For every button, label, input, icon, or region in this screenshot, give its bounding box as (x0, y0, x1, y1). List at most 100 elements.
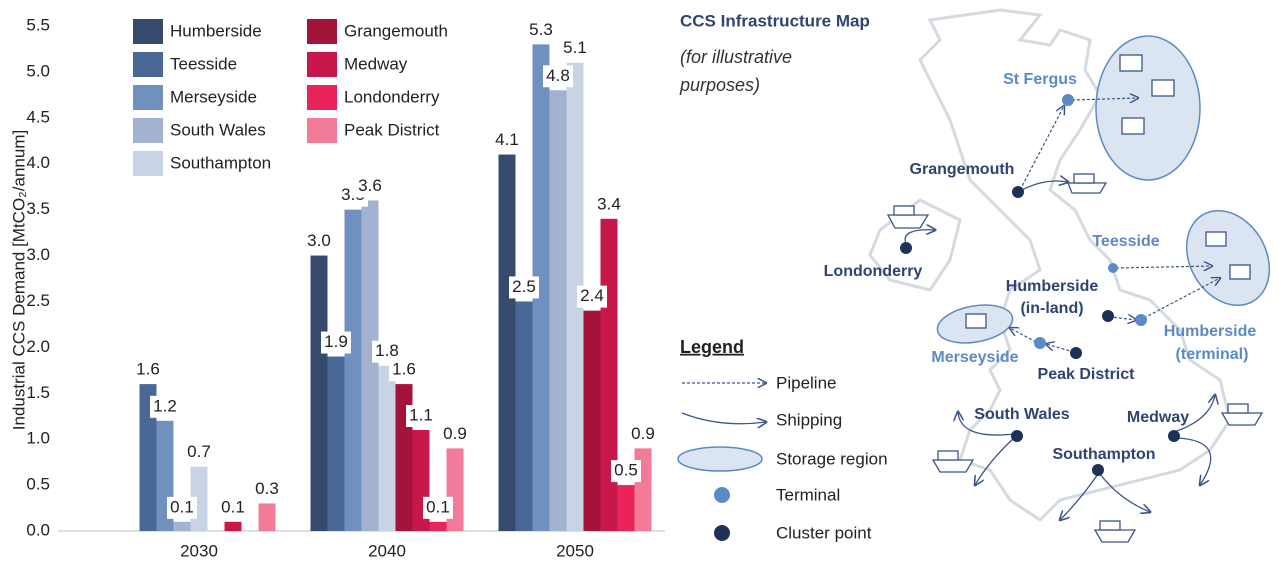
value-label: 0.7 (187, 442, 211, 461)
y-tick-label: 3.0 (26, 245, 50, 264)
legend-cluster (714, 525, 730, 541)
legend-label: Humberside (170, 21, 262, 40)
value-label: 3.0 (307, 231, 331, 250)
legend-swatch (307, 118, 337, 143)
value-label: 1.6 (136, 360, 160, 379)
legend-label: Terminal (776, 485, 840, 504)
place-label: Merseyside (931, 349, 1018, 366)
value-label: 3.6 (358, 176, 382, 195)
value-label-bg (628, 423, 658, 446)
value-label: 0.1 (170, 497, 194, 516)
legend-label: South Wales (170, 120, 266, 139)
legend-storage (677, 446, 763, 472)
value-label: 0.5 (614, 461, 638, 480)
y-tick-label: 3.5 (26, 199, 50, 218)
legend-label: Medway (344, 54, 408, 73)
y-tick-label: 5.5 (26, 15, 50, 34)
value-label-bg (372, 340, 402, 363)
value-label-bg (252, 478, 282, 501)
bar (566, 62, 584, 532)
value-label-bg (577, 285, 607, 308)
value-label-bg (355, 175, 385, 198)
value-label: 1.6 (392, 360, 416, 379)
legend-swatch (133, 151, 163, 176)
value-label: 1.2 (153, 396, 177, 415)
legend-swatch (133, 118, 163, 143)
value-label-bg (594, 193, 624, 216)
y-tick-label: 0.5 (26, 475, 50, 494)
value-label-bg (509, 276, 539, 299)
value-label-bg (406, 405, 436, 427)
legend-swatch (133, 52, 163, 77)
x-tick-label: 2050 (556, 541, 594, 560)
legend-title: Legend (680, 337, 744, 357)
legend-label: Cluster point (776, 523, 872, 542)
value-label-bg (440, 423, 470, 446)
place-label: St Fergus (1003, 71, 1077, 88)
value-label: 1.9 (324, 332, 348, 351)
bar (378, 365, 396, 531)
value-label: 4.8 (546, 66, 570, 85)
value-label: 1.1 (409, 405, 433, 424)
legend-swatch (307, 52, 337, 77)
legend-label: Pipeline (776, 373, 837, 392)
bar (344, 209, 362, 532)
value-label-bg (543, 65, 573, 88)
legend-label: Storage region (776, 449, 888, 468)
y-tick-label: 1.0 (26, 429, 50, 448)
value-label: 2.5 (512, 277, 536, 296)
bar (498, 154, 516, 531)
map: CCS Infrastructure Map (for illustrative… (677, 8, 1271, 543)
map-subtitle: (for illustrative (680, 47, 792, 67)
bar (310, 255, 328, 531)
place-label: (in-land) (1020, 300, 1083, 317)
legend-swatch (307, 85, 337, 110)
value-label: 0.1 (221, 497, 245, 516)
value-label-bg (423, 496, 453, 519)
legend-terminal (714, 487, 730, 503)
place-label: Humberside (1164, 323, 1257, 340)
value-label: 4.1 (495, 130, 519, 149)
bar (549, 90, 567, 531)
legend-label: Teesside (170, 54, 237, 73)
legend-swatch (133, 19, 163, 44)
bar (224, 521, 242, 531)
storage-region (1185, 209, 1271, 307)
bar (258, 503, 276, 531)
bar (600, 218, 618, 531)
value-label-bg (218, 496, 248, 519)
terminals (1034, 94, 1147, 349)
bar (327, 356, 345, 531)
value-label-bg (321, 331, 351, 354)
y-tick-label: 1.5 (26, 383, 50, 402)
legend-label: Peak District (344, 120, 440, 139)
value-label: 0.3 (255, 479, 279, 498)
legend-shipping (681, 412, 766, 424)
ship-icons (886, 173, 1264, 543)
place-label: Teesside (1092, 233, 1159, 250)
bar (515, 301, 533, 531)
place-label: (terminal) (1176, 346, 1249, 363)
value-label-bg (526, 19, 556, 42)
y-tick-label: 2.5 (26, 291, 50, 310)
bar (583, 310, 601, 531)
value-label-bg (492, 129, 522, 152)
legend-swatch (307, 19, 337, 44)
value-label-bg (133, 359, 163, 382)
x-tick-label: 2030 (180, 541, 218, 560)
storage-region (1095, 35, 1201, 181)
map-title: CCS Infrastructure Map (680, 11, 870, 30)
value-label: 0.9 (443, 424, 467, 443)
bar-chart: Industrial CCS Demand [MtCO₂/annum] 0.0 0… (9, 15, 665, 560)
platform-icons (965, 54, 1251, 329)
legend-label: Southampton (170, 153, 271, 172)
bar (173, 521, 191, 531)
legend-label: Shipping (776, 410, 842, 429)
value-label: 5.1 (563, 38, 587, 57)
place-label: Humberside (1006, 278, 1099, 295)
place-label: Londonderry (824, 263, 923, 280)
legend-label: Grangemouth (344, 21, 448, 40)
value-label: 0.9 (631, 424, 655, 443)
y-tick-label: 5.0 (26, 61, 50, 80)
y-tick-label: 2.0 (26, 337, 50, 356)
